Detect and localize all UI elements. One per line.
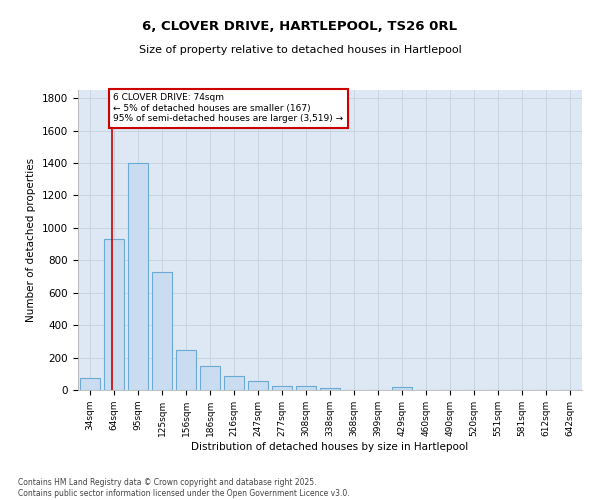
Bar [224,376,244,390]
Bar [272,386,292,390]
Text: 6 CLOVER DRIVE: 74sqm
← 5% of detached houses are smaller (167)
95% of semi-deta: 6 CLOVER DRIVE: 74sqm ← 5% of detached h… [113,93,343,123]
Bar [392,387,412,390]
Bar [152,272,172,390]
Bar [128,163,148,390]
Bar [248,381,268,390]
Text: Size of property relative to detached houses in Hartlepool: Size of property relative to detached ho… [139,45,461,55]
Text: Contains HM Land Registry data © Crown copyright and database right 2025.
Contai: Contains HM Land Registry data © Crown c… [18,478,350,498]
Bar [176,350,196,390]
Bar [200,366,220,390]
X-axis label: Distribution of detached houses by size in Hartlepool: Distribution of detached houses by size … [191,442,469,452]
Bar [320,388,340,390]
Bar [80,378,100,390]
Y-axis label: Number of detached properties: Number of detached properties [26,158,37,322]
Text: 6, CLOVER DRIVE, HARTLEPOOL, TS26 0RL: 6, CLOVER DRIVE, HARTLEPOOL, TS26 0RL [142,20,458,33]
Bar [104,239,124,390]
Bar [296,386,316,390]
